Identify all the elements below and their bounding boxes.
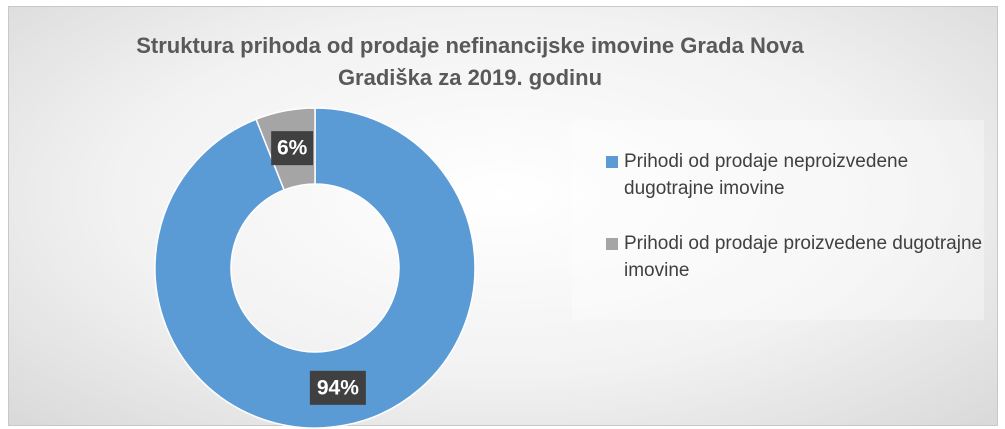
- legend-label: Prihodi od prodaje proizvedene dugotrajn…: [624, 233, 983, 281]
- data-label: 6%: [271, 131, 314, 166]
- legend-item: Prihodi od prodaje neproizvedene dugotra…: [606, 148, 984, 202]
- data-label-text: 94%: [317, 376, 359, 399]
- chart-title: Struktura prihoda od prodaje nefinancijs…: [136, 33, 804, 90]
- data-label-box: [271, 131, 314, 166]
- data-label-box: [309, 370, 366, 405]
- legend-label: Prihodi od prodaje neproizvedene dugotra…: [624, 151, 909, 199]
- legend-swatch: [606, 238, 618, 250]
- data-label: 94%: [309, 370, 366, 405]
- legend: Prihodi od prodaje neproizvedene dugotra…: [572, 120, 984, 320]
- donut-segment: [154, 107, 476, 429]
- legend-item: Prihodi od prodaje proizvedene dugotrajn…: [606, 230, 984, 284]
- legend-swatch: [606, 156, 618, 168]
- data-label-text: 6%: [277, 137, 308, 160]
